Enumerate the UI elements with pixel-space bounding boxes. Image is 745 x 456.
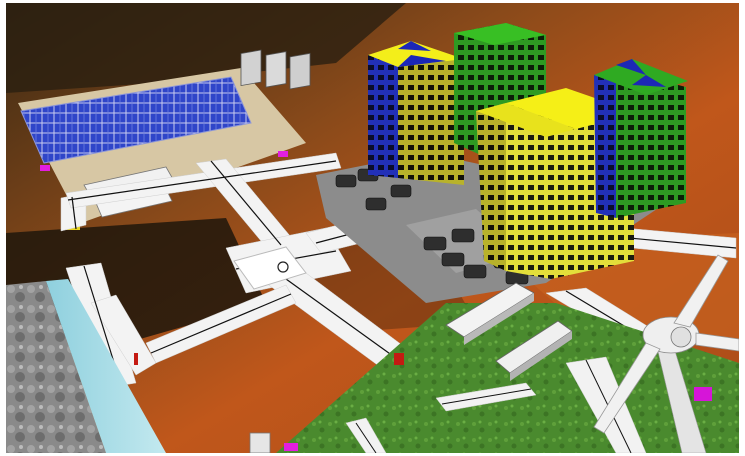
intersection-hub-icon[interactable] (277, 261, 289, 273)
rock-cliff (6, 281, 106, 453)
battery-racks[interactable] (240, 49, 311, 90)
marker-magenta (40, 165, 50, 171)
trailers-residential[interactable] (249, 282, 573, 453)
marker-magenta (284, 443, 298, 451)
river (46, 279, 166, 453)
scene-canvas[interactable] (6, 3, 739, 453)
solar-panel-array[interactable] (20, 76, 252, 164)
red-post (134, 353, 138, 365)
red-post (394, 353, 404, 365)
marker-magenta (694, 387, 712, 401)
marker-magenta (278, 151, 288, 157)
shadow-terrain (6, 3, 406, 93)
skyscraper-blue-green[interactable] (594, 59, 688, 218)
city-scene[interactable] (6, 3, 739, 453)
wind-turbine[interactable] (593, 254, 739, 453)
intersection (233, 246, 307, 290)
skyscraper-blue-yellow[interactable] (368, 41, 464, 185)
